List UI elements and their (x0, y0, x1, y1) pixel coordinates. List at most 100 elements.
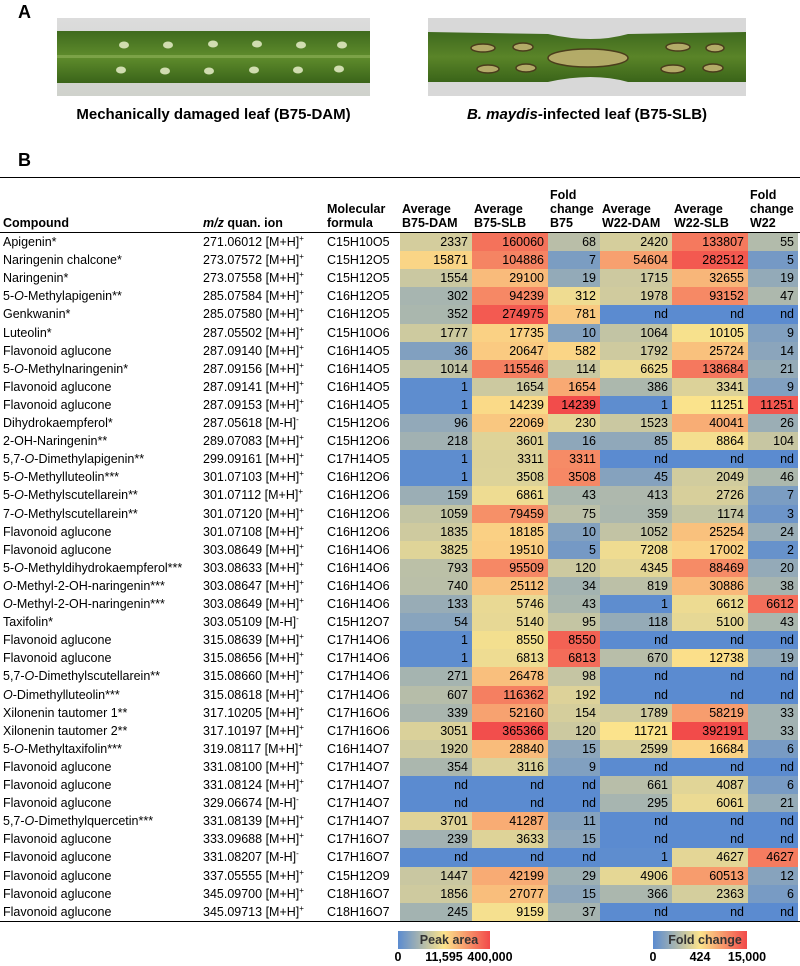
table-rule (0, 232, 800, 233)
compound-name: Flavonoid aglucone (3, 850, 112, 865)
mz-value: 285.07580 (203, 307, 263, 322)
value-cell: 339 (400, 703, 472, 723)
value-cell: 10 (548, 323, 600, 343)
mz-cell: 331.08100 [M+H]+ (203, 758, 304, 776)
value-cell: 12 (748, 866, 798, 886)
compound-name: Flavonoid aglucone (3, 651, 112, 666)
mz-cell: 271.06012 [M+H]+ (203, 233, 304, 251)
ion-type: [M+H]+ (265, 903, 304, 919)
value-cell: 5100 (672, 613, 748, 632)
caption: B. maydis-infected leaf (B75-SLB) (428, 106, 746, 123)
value-cell: 1789 (600, 703, 672, 723)
value-cell: 2726 (672, 486, 748, 506)
compound-name: Flavonoid aglucone (3, 832, 112, 847)
mz-cell: 331.08139 [M+H]+ (203, 812, 304, 830)
value-cell: 6813 (548, 649, 600, 668)
formula: C16H12O6 (327, 488, 390, 503)
value-cell: 1856 (400, 884, 472, 904)
value-cell: 9 (748, 323, 798, 343)
value-cell: 133 (400, 595, 472, 614)
compound-name: Flavonoid aglucone (3, 904, 112, 919)
value-cell: 6813 (472, 649, 548, 668)
ion-type: [M+H]+ (265, 650, 304, 666)
ion-type: [M+H]+ (265, 596, 304, 612)
value-cell: 118 (600, 613, 672, 632)
value-cell: 30886 (672, 576, 748, 596)
value-cell: nd (672, 667, 748, 687)
formula: C16H14O6 (327, 597, 390, 611)
value-cell: 29100 (472, 269, 548, 288)
value-cell: 15 (548, 830, 600, 849)
ion-type: [M-H]- (265, 795, 299, 811)
value-cell: 740 (400, 576, 472, 596)
value-cell: 661 (600, 776, 672, 795)
value-cell: 3 (748, 504, 798, 524)
value-cell: 2599 (600, 739, 672, 759)
compound-name: 5,7-O-Dimethylapigenin** (3, 452, 145, 467)
value-cell: 6861 (472, 486, 548, 506)
compound-name: Flavonoid aglucone (3, 759, 112, 774)
table-rule (0, 921, 800, 922)
value-cell: nd (400, 848, 472, 868)
mz-cell: 319.08117 [M+H]+ (203, 740, 303, 758)
value-cell: 1447 (400, 866, 472, 886)
value-cell: nd (748, 830, 798, 849)
ion-type: [M+H]+ (265, 324, 304, 340)
ion-type: [M+H]+ (264, 487, 304, 503)
mz-cell: 287.05618 [M-H]- (203, 414, 299, 432)
compound-name: 5-O-Methyltaxifolin*** (3, 741, 122, 756)
value-cell: 3311 (472, 450, 548, 469)
value-cell: 46 (748, 468, 798, 487)
value-cell: 10105 (672, 323, 748, 343)
column-header-italic: m/z (203, 216, 224, 230)
value-cell: 1792 (600, 341, 672, 361)
value-cell: 19 (548, 269, 600, 288)
value-cell: 3601 (472, 432, 548, 451)
value-cell: 9 (748, 377, 798, 397)
mz-value: 303.08649 (203, 542, 263, 557)
mz-value: 331.08124 (203, 778, 263, 792)
compound-name: 2-OH-Naringenin** (3, 434, 108, 449)
compound-name: Flavonoid aglucone (3, 778, 112, 792)
value-cell: 218 (400, 432, 472, 451)
ion-type: [M+H]+ (265, 668, 304, 684)
compound-name: O-Methyl-2-OH-naringenin*** (3, 578, 165, 593)
ion-type: [M+H]+ (265, 360, 304, 376)
value-cell: 15871 (400, 251, 472, 270)
value-cell: 104 (748, 432, 798, 451)
formula: C15H12O9 (327, 868, 390, 883)
compound-name: 5,7-O-Dimethylscutellarein** (3, 669, 161, 684)
value-cell: 120 (548, 558, 600, 578)
value-cell: 366 (600, 884, 672, 904)
mz-value: 331.08100 (203, 759, 263, 774)
value-cell: 245 (400, 902, 472, 922)
ion-type: [M+H]+ (265, 686, 304, 702)
value-cell: 14239 (472, 395, 548, 415)
mz-value: 345.09700 (203, 886, 263, 901)
value-cell: nd (748, 685, 798, 705)
value-cell: nd (672, 812, 748, 831)
mz-value: 301.07108 (203, 524, 263, 539)
value-cell: 302 (400, 287, 472, 306)
value-cell: 10 (548, 522, 600, 542)
compound-name: Luteolin* (3, 325, 52, 340)
ion-type: [M+H]+ (265, 433, 304, 449)
mz-value: 287.09141 (203, 379, 263, 394)
ion-type: [M+H]+ (265, 234, 304, 250)
compound-name: O-Dimethylluteolin*** (3, 687, 120, 702)
value-cell: nd (748, 631, 798, 650)
value-cell: 94239 (472, 287, 548, 306)
formula: C17H14O5 (327, 452, 390, 467)
value-cell: 365366 (472, 721, 548, 741)
legend-tick-label: 424 (689, 950, 711, 964)
compound-name: Xilonenin tautomer 2** (3, 723, 128, 738)
value-cell: 40041 (672, 414, 748, 433)
value-cell: 14239 (548, 395, 600, 415)
value-cell: 1654 (548, 377, 600, 397)
formula: C16H12O5 (327, 307, 390, 322)
value-cell: 1014 (400, 359, 472, 379)
mz-value: 287.05502 (203, 325, 263, 340)
compound-name: 5-O-Methyldihydrokaempferol*** (3, 560, 183, 575)
ion-type: [M+H]+ (265, 306, 304, 322)
mz-value: 315.08618 (203, 687, 263, 702)
